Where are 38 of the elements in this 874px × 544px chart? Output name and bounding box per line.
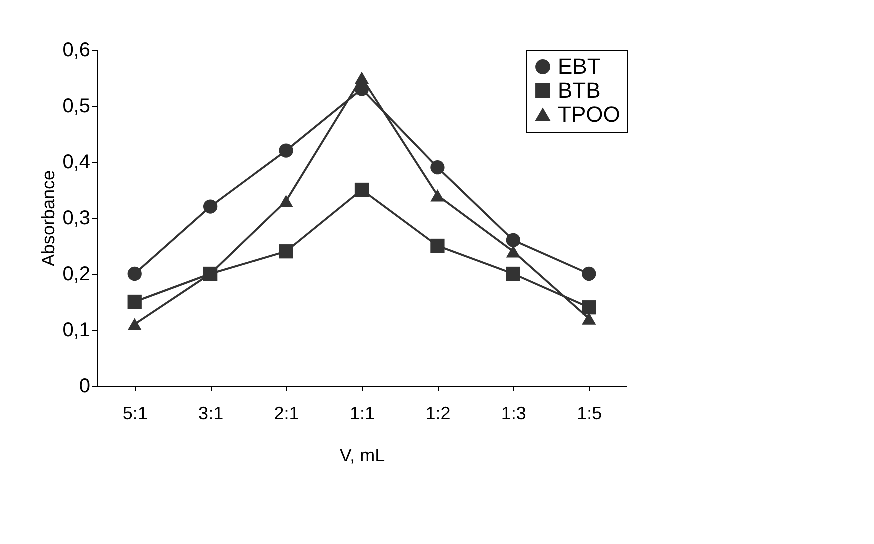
point — [430, 238, 445, 254]
y-tick-label: 0,2 — [62, 264, 90, 286]
x-tick-label: 2:1 — [274, 404, 300, 424]
point — [582, 312, 596, 325]
point — [128, 294, 142, 310]
y-tick-label: 0,1 — [62, 320, 90, 342]
point — [582, 266, 596, 282]
point — [582, 300, 596, 315]
y-tick-label: 0,4 — [62, 152, 90, 174]
point — [354, 72, 370, 84]
point — [128, 318, 142, 331]
x-tick-label: 3:1 — [198, 404, 224, 424]
point — [279, 195, 294, 208]
y-tick-label: 0 — [79, 376, 90, 398]
y-axis-title: Absorbance — [38, 170, 59, 267]
y-tick-label: 0,6 — [62, 40, 90, 62]
point — [128, 266, 142, 282]
y-tick-label: 0,5 — [62, 96, 90, 118]
point — [506, 245, 520, 258]
x-tick-label: 1:2 — [426, 404, 451, 424]
x-tick-label: 5:1 — [122, 404, 148, 424]
point — [506, 233, 520, 248]
x-tick-label: 1:3 — [501, 404, 526, 424]
legend-label: EBT — [558, 54, 601, 79]
point — [279, 144, 294, 158]
point — [506, 266, 520, 282]
y-tick-label: 0,3 — [62, 208, 90, 230]
point — [430, 189, 445, 202]
x-tick-label: 1:1 — [350, 404, 376, 424]
x-axis-title: V, mL — [340, 446, 386, 466]
point — [430, 160, 445, 175]
point — [279, 244, 294, 259]
x-tick-label: 1:5 — [577, 404, 602, 424]
legend-label: BTB — [558, 78, 601, 103]
point — [354, 82, 370, 96]
point — [204, 200, 218, 214]
legend-label: TPOO — [558, 102, 620, 127]
point — [354, 182, 370, 198]
